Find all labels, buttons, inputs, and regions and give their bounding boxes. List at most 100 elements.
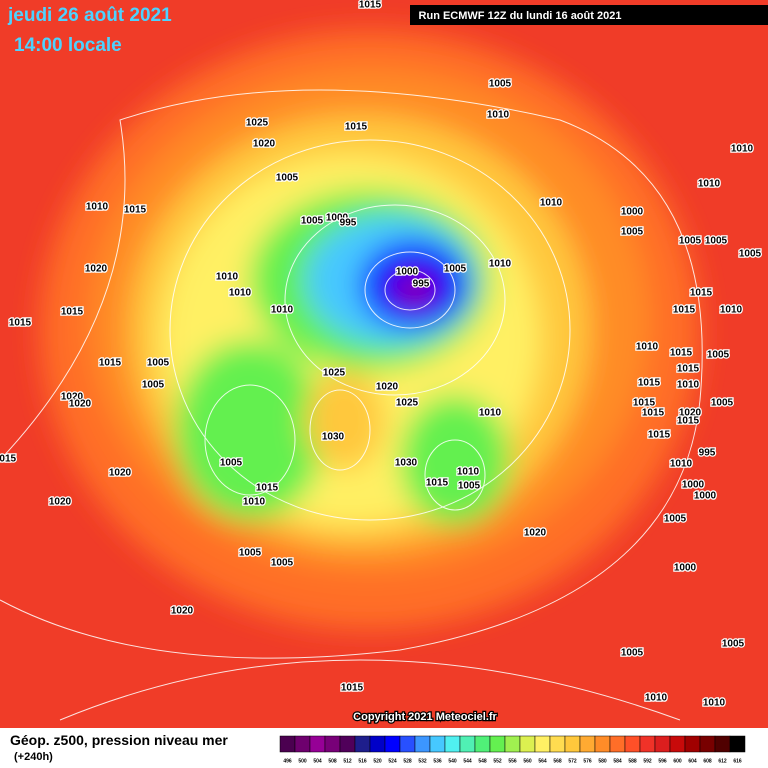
- isobar-label: 1015: [99, 358, 122, 369]
- scale-label: 504: [313, 758, 322, 764]
- scale-swatch: [459, 735, 476, 753]
- scale-swatch: [279, 735, 296, 753]
- isobar-label: 1005: [458, 481, 481, 492]
- isobar-label: 1020: [69, 399, 92, 410]
- isobar-label: 1005: [220, 458, 243, 469]
- isobar-label: 1020: [524, 528, 547, 539]
- run-info: Run ECMWF 12Z du lundi 16 août 2021: [419, 10, 622, 22]
- isobar-label: 1010: [457, 467, 480, 478]
- scale-label: 564: [538, 758, 547, 764]
- isobar-label: 1010: [487, 110, 510, 121]
- scale-swatch: [309, 735, 326, 753]
- scale-swatch: [294, 735, 311, 753]
- isobar-label: 1005: [301, 216, 324, 227]
- color-scale: 496 500 504 508 512 516 520 524 528 532 536 540 544 5…: [279, 735, 746, 764]
- isobar-label: 1010: [636, 342, 659, 353]
- scale-swatch: [669, 735, 686, 753]
- scale-label: 496: [283, 758, 292, 764]
- isobar-label: 1005: [707, 350, 730, 361]
- isobar-label: 1005: [271, 558, 294, 569]
- scale-label: 572: [568, 758, 577, 764]
- isobar-label: 1015: [124, 205, 147, 216]
- scale-swatch: [594, 735, 611, 753]
- isobar-label: 1005: [621, 648, 644, 659]
- scale-label: 608: [703, 758, 712, 764]
- isobar-label: 1025: [396, 398, 419, 409]
- scale-label: 556: [508, 758, 517, 764]
- legend-title: Géop. z500, pression niveau mer: [10, 732, 228, 748]
- isobar-label: 1005: [239, 548, 262, 559]
- scale-swatch: [564, 735, 581, 753]
- date: jeudi 26 août 2021: [7, 5, 172, 26]
- scale-swatch: [579, 735, 596, 753]
- scale-label: 560: [523, 758, 532, 764]
- scale-swatch: [684, 735, 701, 753]
- scale-swatch: [714, 735, 731, 753]
- isobar-label: 1005: [722, 639, 745, 650]
- isobar-label: 1010: [229, 288, 252, 299]
- isobar-label: 1005: [142, 380, 165, 391]
- isobar-label: 1030: [322, 432, 345, 443]
- isobar-label: 1020: [679, 408, 702, 419]
- isobar-label: 1015: [341, 683, 364, 694]
- scale-label: 532: [418, 758, 427, 764]
- scale-swatch: [654, 735, 671, 753]
- scale-swatch: [414, 735, 431, 753]
- scale-swatch: [489, 735, 506, 753]
- scale-label: 500: [298, 758, 307, 764]
- isobar-label: 1005: [711, 398, 734, 409]
- geopotential-field: [0, 0, 768, 728]
- isobar-label: 1005: [147, 358, 170, 369]
- scale-label: 576: [583, 758, 592, 764]
- scale-swatch: [339, 735, 356, 753]
- isobar-label: 1020: [61, 392, 84, 403]
- isobar-label: 1015: [0, 454, 17, 465]
- isobar-label: 1015: [638, 378, 661, 389]
- scale-swatch: [384, 735, 401, 753]
- scale-label: 580: [598, 758, 607, 764]
- isobar-label: 995: [413, 279, 430, 290]
- scale-label: 600: [673, 758, 682, 764]
- scale-label: 584: [613, 758, 622, 764]
- scale-label: 588: [628, 758, 637, 764]
- isobar-label: 1010: [731, 144, 754, 155]
- isobar-label: 1015: [61, 307, 84, 318]
- isobar-label: 1015: [256, 483, 279, 494]
- time: 14:00 locale: [14, 35, 122, 56]
- isobar-label: 1010: [216, 272, 239, 283]
- isobar-label: 1010: [243, 497, 266, 508]
- isobar-label: 1015: [633, 398, 656, 409]
- isobar-label: 1020: [376, 382, 399, 393]
- isobar-label: 1020: [253, 139, 276, 150]
- scale-label: 616: [733, 758, 742, 764]
- scale-label: 528: [403, 758, 412, 764]
- isobar-label: 1015: [426, 478, 449, 489]
- isobar-label: 1010: [720, 305, 743, 316]
- copyright: Copyright 2021 Meteociel.fr: [353, 711, 497, 723]
- isobar-label: 1005: [739, 249, 762, 260]
- isobar-label: 1000: [694, 491, 717, 502]
- scale-swatch: [444, 735, 461, 753]
- isobar-label: 1010: [698, 179, 721, 190]
- isobar-label: 1005: [621, 227, 644, 238]
- scale-label: 516: [358, 758, 367, 764]
- scale-swatch: [399, 735, 416, 753]
- scale-label: 524: [388, 758, 397, 764]
- isobar-label: 995: [340, 218, 357, 229]
- scale-swatch: [729, 735, 746, 753]
- isobar-label: 1005: [276, 173, 299, 184]
- isobar-label: 1020: [171, 606, 194, 617]
- scale-swatch: [474, 735, 491, 753]
- scale-label: 596: [658, 758, 667, 764]
- scale-swatch: [699, 735, 716, 753]
- isobar-label: 1010: [670, 459, 693, 470]
- isobar-label: 1020: [49, 497, 72, 508]
- scale-swatch: [534, 735, 551, 753]
- scale-label: 552: [493, 758, 502, 764]
- scale-label: 604: [688, 758, 697, 764]
- scale-label: 592: [643, 758, 652, 764]
- isobar-label: 1005: [679, 236, 702, 247]
- scale-label: 508: [328, 758, 337, 764]
- isobar-label: 1010: [479, 408, 502, 419]
